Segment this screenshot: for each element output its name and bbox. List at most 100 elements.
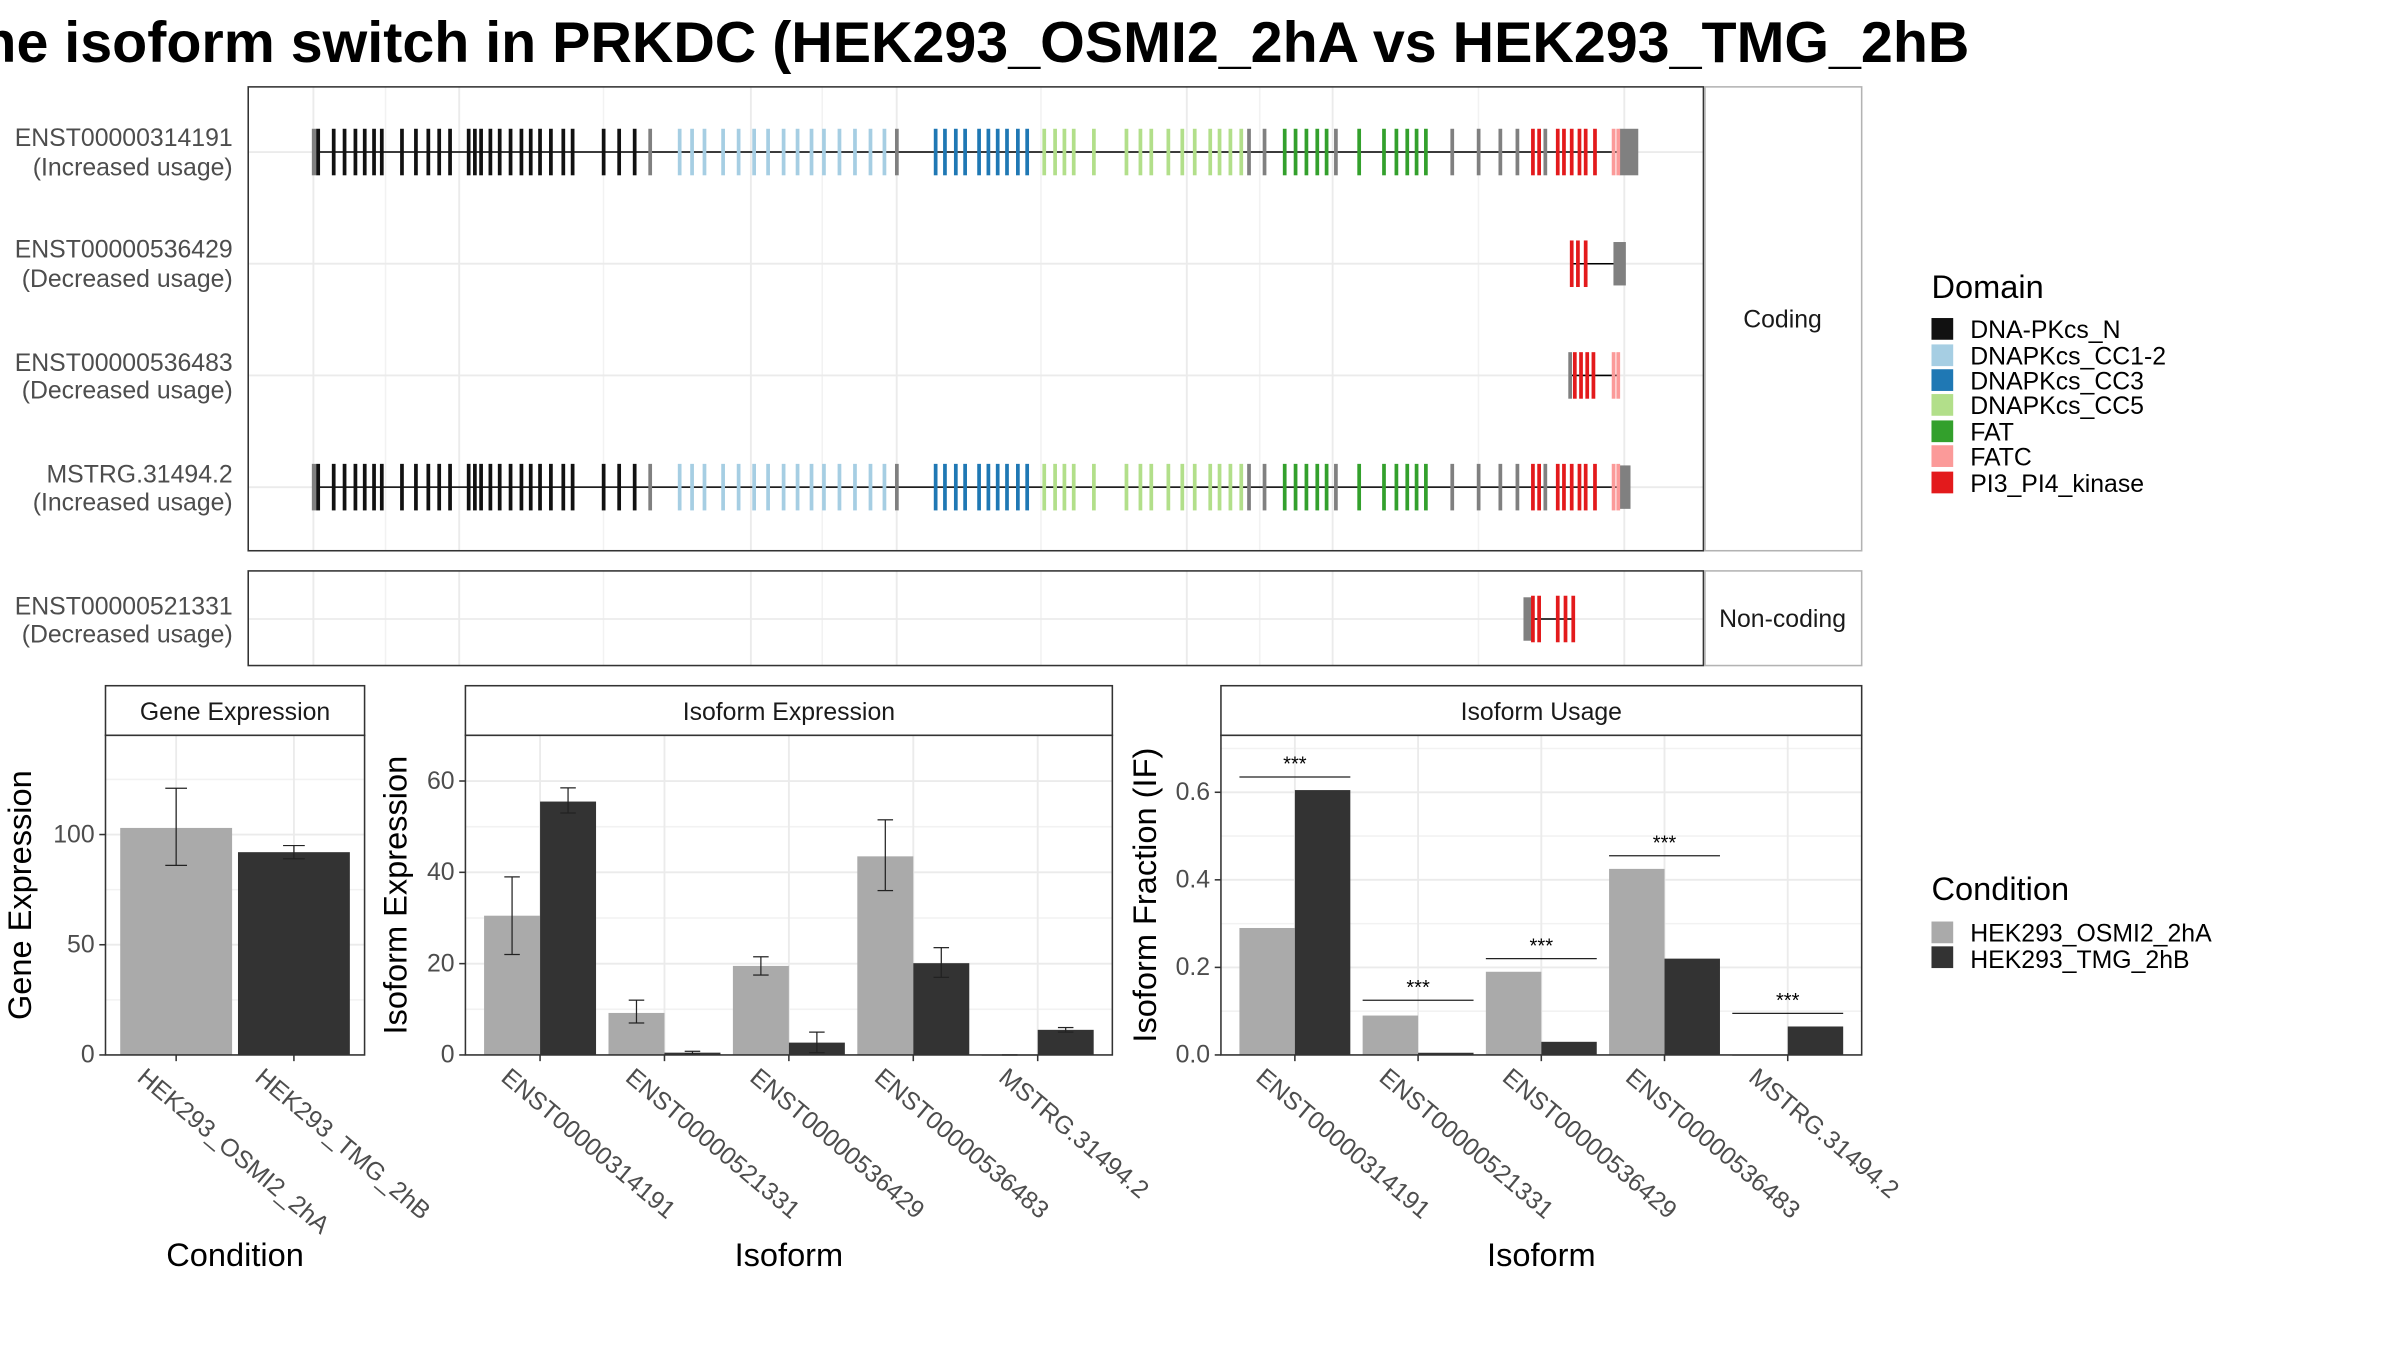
- exon: [1005, 463, 1009, 511]
- exon: [963, 128, 967, 176]
- significance-label: ***: [1406, 977, 1430, 999]
- isoform-expression-strip: [464, 684, 1114, 737]
- y-tick-label: 0: [441, 1042, 455, 1069]
- exon: [342, 463, 347, 511]
- exon: [1616, 463, 1621, 511]
- exon: [379, 128, 384, 176]
- exon: [372, 463, 376, 511]
- legend-key-cc3: [1931, 369, 1954, 391]
- exon: [1382, 128, 1386, 176]
- transcript-status-label: (Decreased usage): [22, 621, 233, 648]
- exon: [943, 128, 947, 176]
- noncoding-panel-grid: [248, 570, 1704, 666]
- exon: [1498, 463, 1503, 511]
- exon: [1228, 128, 1233, 176]
- exon: [1476, 463, 1481, 511]
- exon: [1611, 128, 1616, 176]
- exon: [1262, 463, 1267, 511]
- noncoding-transcript-tracks: [1523, 595, 1576, 643]
- bar: [1294, 790, 1351, 1055]
- exon: [894, 463, 899, 511]
- exon: [1498, 128, 1503, 176]
- exon: [601, 128, 606, 176]
- exon: [1591, 352, 1596, 399]
- exon: [1394, 463, 1399, 511]
- exon: [1334, 463, 1338, 511]
- exon: [1282, 463, 1287, 511]
- exon: [379, 463, 384, 511]
- exon: [882, 128, 887, 176]
- exon: [868, 128, 873, 176]
- exon: [508, 128, 513, 176]
- exon: [1180, 128, 1185, 176]
- bar: [732, 965, 789, 1055]
- transcript-structure-panel: Coding Non-coding ENST00000314191 (Incre…: [15, 86, 1863, 667]
- exon: [795, 463, 800, 511]
- coding-panel-border: [247, 86, 1705, 552]
- exon: [1293, 128, 1298, 176]
- exon: [1025, 128, 1030, 176]
- exon: [1025, 463, 1030, 511]
- bar: [1418, 1052, 1474, 1055]
- exon: [1149, 463, 1154, 511]
- exon: [1405, 463, 1410, 511]
- exon: [1282, 128, 1287, 176]
- exon: [1576, 240, 1580, 288]
- exon: [437, 463, 442, 511]
- exon: [316, 463, 321, 511]
- bar: [1609, 868, 1665, 1055]
- legend-label-fat: FAT: [1970, 420, 2014, 447]
- y-tick-label: 40: [427, 859, 455, 886]
- y-tick-label: 50: [67, 931, 95, 958]
- exon: [1450, 128, 1455, 176]
- exon: [853, 128, 857, 176]
- exon: [362, 463, 367, 511]
- exon: [549, 128, 553, 176]
- exon: [473, 128, 477, 176]
- transcript-status-label: (Increased usage): [33, 154, 233, 181]
- exon: [1555, 128, 1560, 176]
- exon: [1228, 463, 1233, 511]
- exon: [1585, 352, 1590, 399]
- exon: [1053, 463, 1057, 511]
- exon: [766, 128, 770, 176]
- exon: [1569, 463, 1574, 511]
- exon: [1192, 463, 1197, 511]
- exon: [648, 128, 653, 176]
- significance-label: ***: [1283, 754, 1307, 776]
- exon: [677, 463, 682, 511]
- gene-expression-panel: Gene Expression 050100HEK293_OSMI2_2hAHE…: [2, 684, 435, 1273]
- transcript-status-label: (Decreased usage): [22, 378, 233, 405]
- bar: [1239, 927, 1295, 1055]
- y-tick-label: 0.4: [1176, 867, 1211, 894]
- exon: [632, 463, 637, 511]
- coding-transcript-tracks: [311, 128, 1639, 511]
- exon: [1414, 463, 1419, 511]
- bar: [1037, 1029, 1094, 1055]
- exon: [1138, 463, 1143, 511]
- exon: [1579, 352, 1583, 399]
- exon: [1217, 128, 1222, 176]
- isoform-usage-x-title: Isoform: [1487, 1237, 1596, 1273]
- exon: [1016, 128, 1020, 176]
- exon: [1324, 128, 1329, 176]
- exon: [690, 463, 694, 511]
- exon: [1124, 463, 1129, 511]
- gene-expression-strip-title: Gene Expression: [140, 699, 330, 726]
- exon: [528, 128, 533, 176]
- exon: [1537, 595, 1541, 643]
- exon: [1531, 595, 1535, 643]
- y-tick-label: 0.0: [1176, 1042, 1210, 1069]
- exon: [1149, 128, 1154, 176]
- exon: [549, 463, 553, 511]
- y-tick-label: 60: [427, 768, 455, 795]
- legend-key-pi3-pi4-kinase: [1931, 471, 1954, 494]
- bar: [1485, 971, 1542, 1055]
- exon: [466, 463, 471, 511]
- exon: [1357, 463, 1362, 511]
- isoform-usage-y-title: Isoform Fraction (IF): [1127, 748, 1163, 1043]
- exon: [353, 128, 358, 176]
- exon: [1042, 128, 1047, 176]
